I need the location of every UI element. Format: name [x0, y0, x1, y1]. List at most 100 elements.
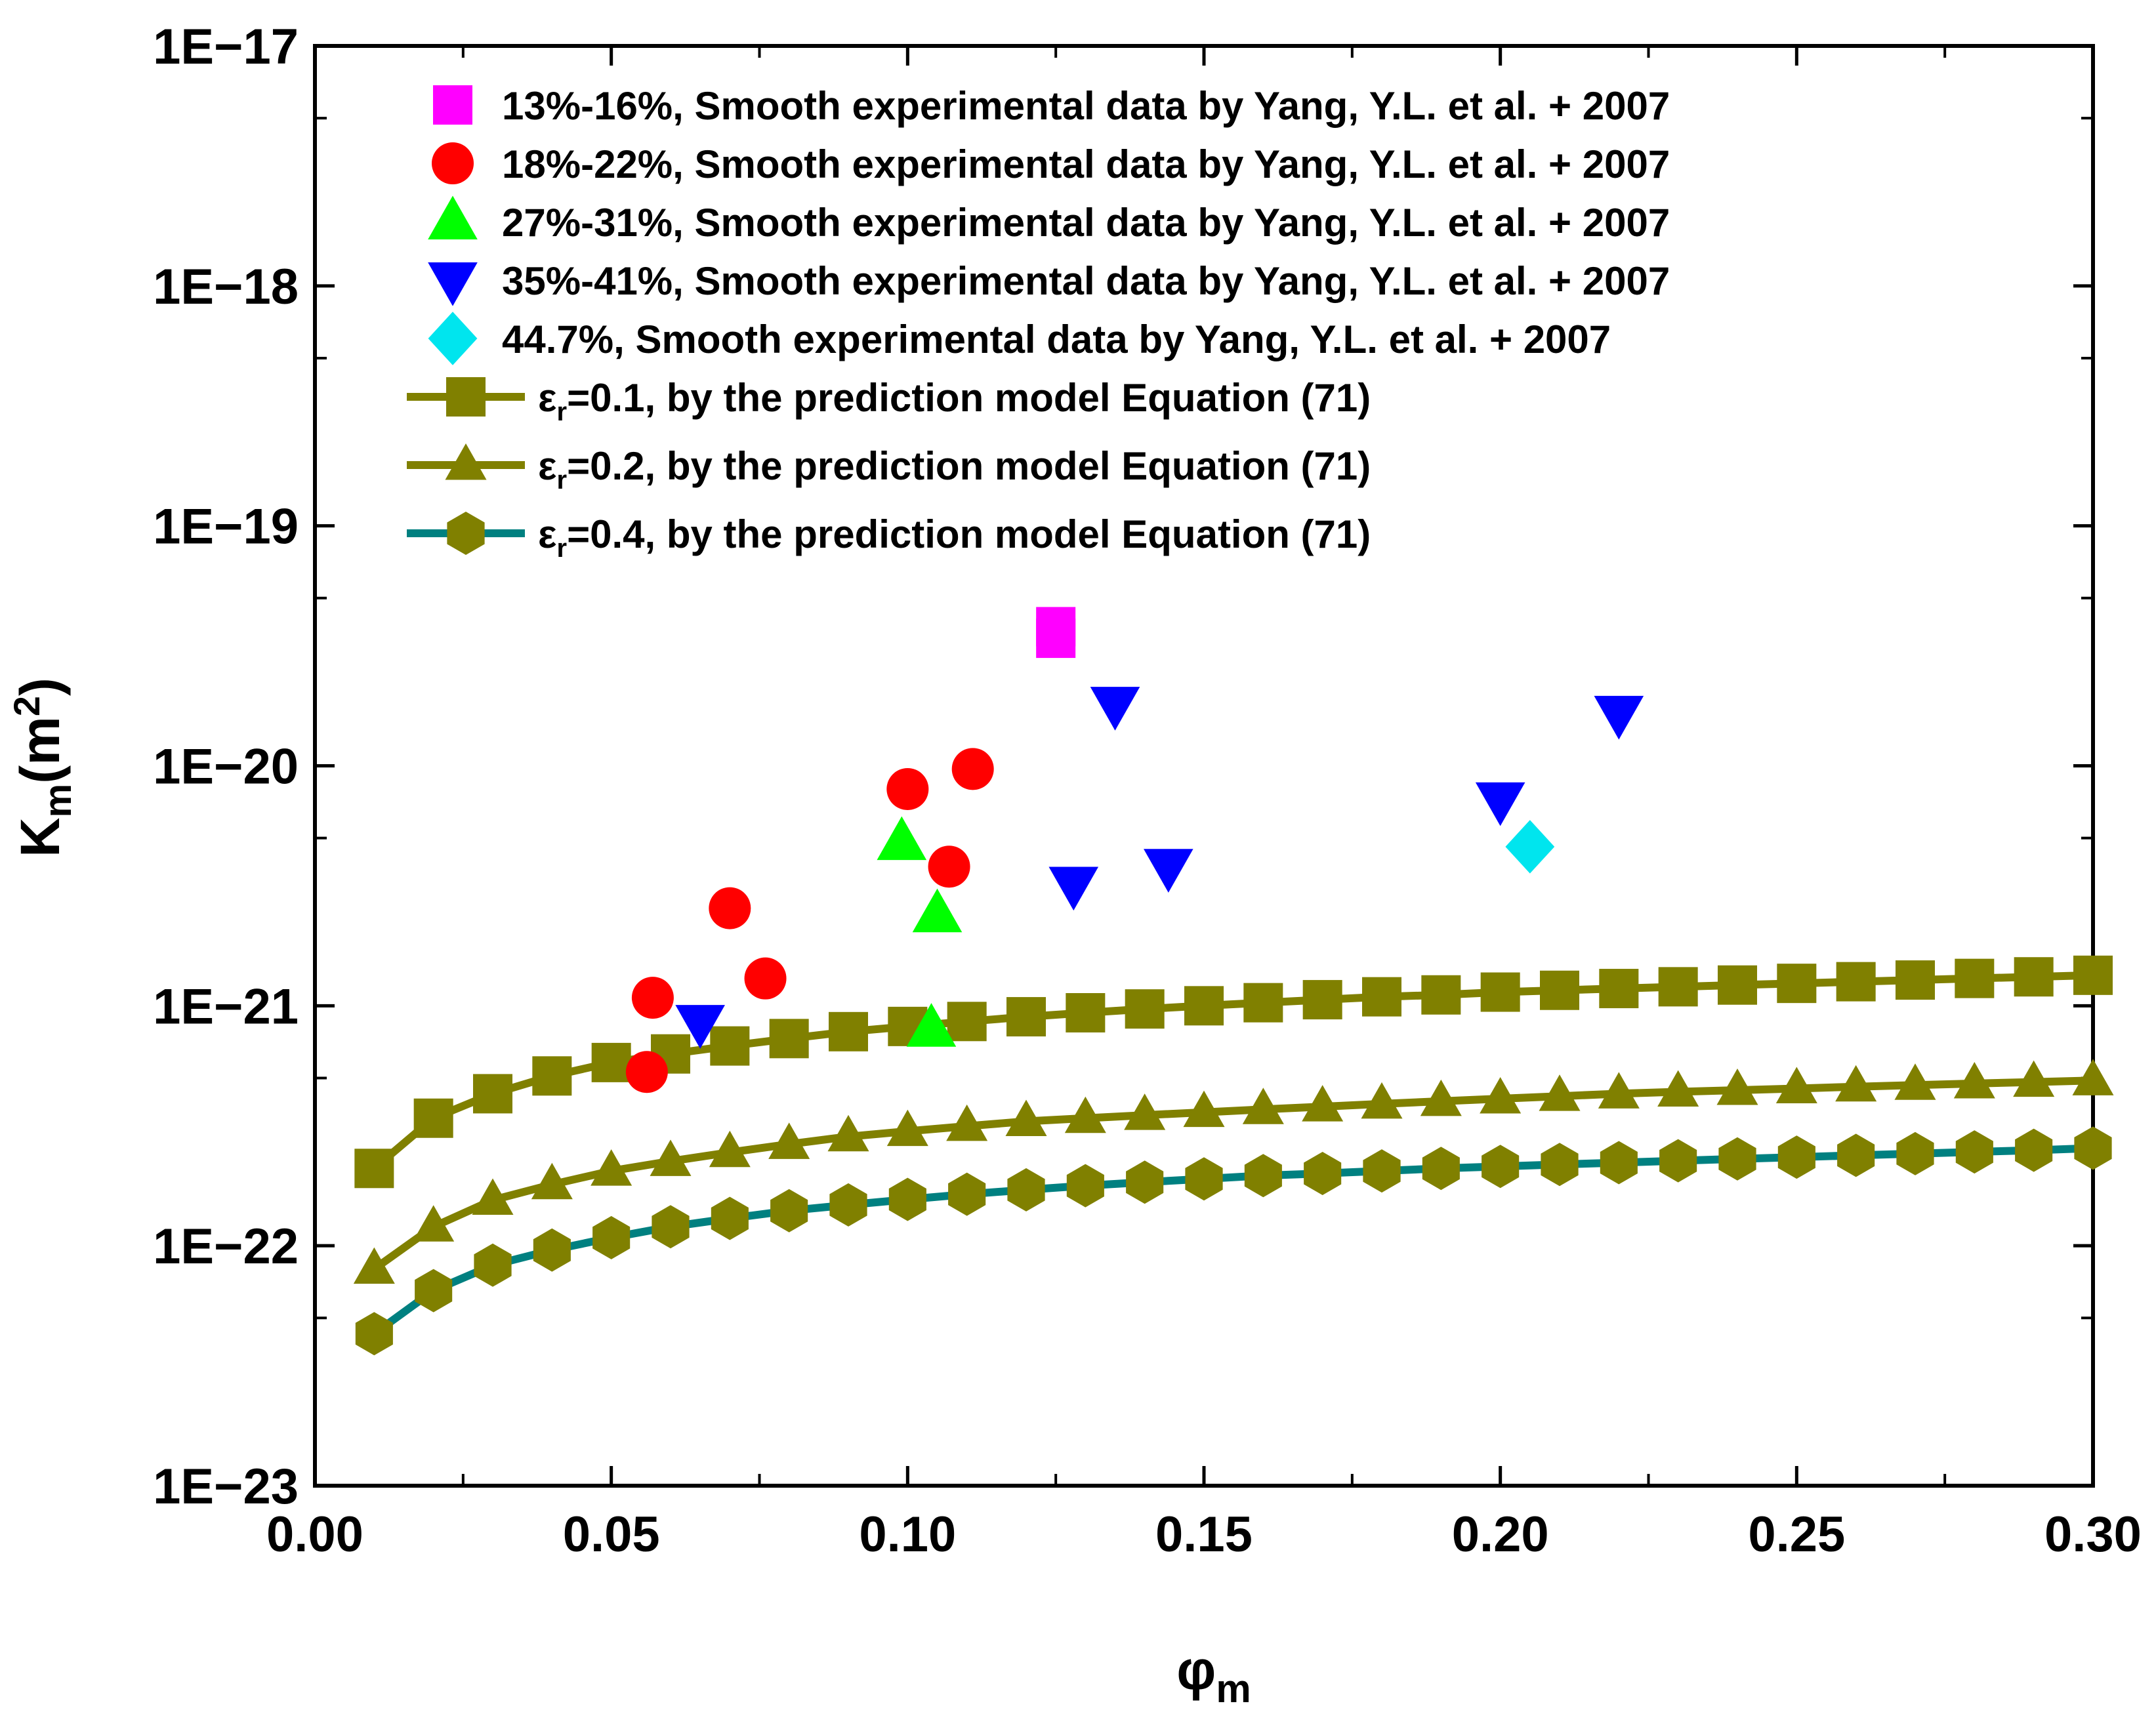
model-point-2: [1480, 1076, 1522, 1114]
model-point-2: [1775, 1067, 1817, 1103]
legend-symbol-letter: ε: [538, 512, 556, 556]
model-point-1: [829, 1011, 868, 1051]
model-point-1: [947, 1002, 987, 1042]
model-point-1: [1421, 975, 1461, 1015]
model-point-3: [1185, 1157, 1223, 1201]
legend-label-1: 13%-16%, Smooth experimental data by Yan…: [502, 84, 1670, 128]
model-point-3: [1363, 1149, 1401, 1193]
model-point-1: [1718, 965, 1757, 1005]
model-point-2: [2013, 1060, 2055, 1097]
data-point-2: [625, 1051, 668, 1093]
legend-line-label-2: εr=0.2, by the prediction model Equation…: [538, 444, 1371, 495]
x-tick-label: 0.20: [1452, 1507, 1549, 1562]
y-axis-title-sup: 2: [6, 696, 47, 716]
model-point-3: [1955, 1130, 1993, 1174]
y-tick-label: 1E−17: [153, 19, 299, 75]
x-tick-label: 0.25: [1748, 1507, 1845, 1562]
legend-marker-2: [432, 142, 474, 184]
data-point-2: [886, 767, 929, 810]
data-point-3: [906, 1003, 957, 1047]
legend-line-text: =0.4, by the prediction model Equation (…: [567, 512, 1371, 556]
x-tick-label: 0.30: [2044, 1507, 2142, 1562]
data-point-2: [709, 887, 751, 929]
model-point-2: [1005, 1099, 1047, 1136]
model-point-2: [886, 1109, 928, 1147]
legend-label-4: 35%-41%, Smooth experimental data by Yan…: [502, 259, 1670, 303]
legend-symbol-letter: ε: [538, 376, 556, 420]
model-point-3: [2015, 1128, 2053, 1172]
model-point-3: [1304, 1152, 1342, 1195]
legend-symbol-letter: ε: [538, 444, 556, 488]
model-point-2: [472, 1178, 514, 1215]
model-point-1: [473, 1074, 512, 1114]
legend-symbol-sub: r: [556, 534, 567, 563]
model-point-3: [711, 1196, 749, 1240]
y-tick-label: 1E−21: [153, 979, 299, 1034]
x-tick-label: 0.10: [859, 1507, 956, 1562]
model-point-2: [1361, 1082, 1403, 1119]
model-point-1: [1836, 962, 1876, 1002]
model-point-1: [532, 1056, 572, 1096]
data-point-2: [631, 977, 674, 1019]
y-tick-label: 1E−23: [153, 1459, 299, 1515]
data-point-2: [928, 846, 970, 888]
x-axis-title: φm: [1176, 1639, 1251, 1711]
model-point-2: [1420, 1079, 1462, 1116]
model-point-3: [1718, 1137, 1756, 1181]
model-point-3: [415, 1269, 453, 1313]
y-axis-title-close: ): [9, 678, 71, 696]
y-axis-title-sub: m: [37, 784, 79, 818]
model-point-1: [1125, 989, 1165, 1029]
model-point-2: [1657, 1070, 1699, 1107]
model-point-2: [1242, 1088, 1284, 1124]
model-point-3: [1896, 1131, 1934, 1175]
model-point-1: [769, 1019, 809, 1059]
model-point-3: [1837, 1133, 1875, 1177]
y-axis-title-unit: (m: [9, 716, 71, 784]
model-point-2: [353, 1247, 395, 1284]
model-point-2: [1124, 1093, 1166, 1130]
model-point-1: [1955, 958, 1995, 998]
model-point-3: [1066, 1164, 1104, 1208]
model-point-1: [1184, 986, 1224, 1026]
model-point-1: [354, 1149, 394, 1189]
data-point-4: [1090, 687, 1140, 731]
model-point-1: [1540, 970, 1579, 1010]
model-point-1: [2014, 957, 2054, 997]
model-point-2: [946, 1104, 988, 1141]
legend-symbol-sub: r: [556, 397, 567, 426]
model-point-3: [770, 1189, 808, 1233]
model-point-3: [1482, 1145, 1520, 1189]
data-point-2: [951, 748, 994, 790]
y-tick-label: 1E−22: [153, 1219, 299, 1274]
model-point-3: [1126, 1160, 1164, 1204]
legend-marker-3: [428, 195, 478, 239]
data-point-4: [1594, 695, 1644, 740]
legend-label-2: 18%-22%, Smooth experimental data by Yan…: [502, 142, 1670, 186]
model-point-1: [591, 1042, 631, 1082]
model-point-1: [1302, 980, 1342, 1020]
model-point-3: [355, 1312, 393, 1356]
model-point-1: [1480, 972, 1520, 1012]
model-point-1: [1896, 960, 1935, 1000]
model-point-3: [1541, 1143, 1579, 1187]
model-point-3: [474, 1243, 512, 1287]
model-point-1: [1658, 967, 1698, 1007]
model-point-3: [2074, 1126, 2112, 1170]
legend-line-marker-3: [447, 512, 485, 555]
data-point-4: [1475, 782, 1525, 826]
model-point-1: [1362, 977, 1401, 1017]
y-tick-label: 1E−18: [153, 259, 299, 315]
legend-marker-4: [428, 262, 478, 306]
model-point-2: [650, 1139, 692, 1176]
x-axis-title-sub: m: [1216, 1667, 1251, 1711]
data-point-4: [1144, 849, 1193, 893]
data-point-5: [1505, 820, 1555, 874]
model-point-1: [1599, 969, 1639, 1009]
x-tick-label: 0.00: [266, 1507, 363, 1562]
legend-symbol-sub: r: [556, 466, 567, 495]
legend-line-text: =0.2, by the prediction model Equation (…: [567, 444, 1371, 488]
model-point-2: [1953, 1061, 1995, 1099]
model-point-3: [1422, 1147, 1460, 1191]
